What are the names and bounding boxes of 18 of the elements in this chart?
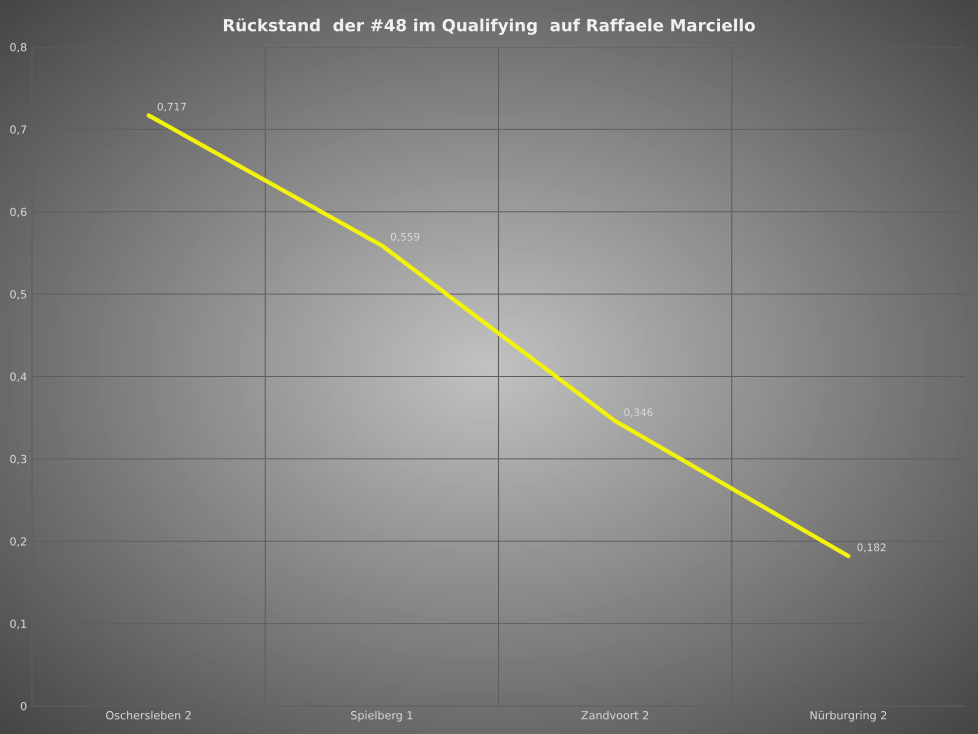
y-tick-label: 0,7 <box>10 125 26 135</box>
x-tick-label: Zandvoort 2 <box>582 710 648 720</box>
x-tick-label: Nürburgring 2 <box>810 710 886 722</box>
data-label: 0,182 <box>857 543 886 552</box>
y-tick-label: 0,6 <box>10 208 26 218</box>
y-tick-label: 0,2 <box>10 537 26 547</box>
y-tick-label: 0 <box>20 702 26 710</box>
y-tick-label: 0,8 <box>10 42 26 53</box>
y-tick-label: 0,3 <box>10 454 26 464</box>
data-label: 0,559 <box>390 232 420 242</box>
line-series <box>146 113 850 558</box>
x-tick-label: Spielberg 1 <box>351 710 412 722</box>
y-tick-label: 0,4 <box>10 372 27 382</box>
x-tick-label: Oschersleben 2 <box>106 710 191 720</box>
data-label: 0,717 <box>158 102 186 112</box>
chart-title: Rückstand der #48 im Qualifying auf Raffaele Marciello <box>224 18 755 35</box>
y-tick-label: 0,5 <box>10 290 26 300</box>
y-tick-label: 0,1 <box>10 620 26 630</box>
